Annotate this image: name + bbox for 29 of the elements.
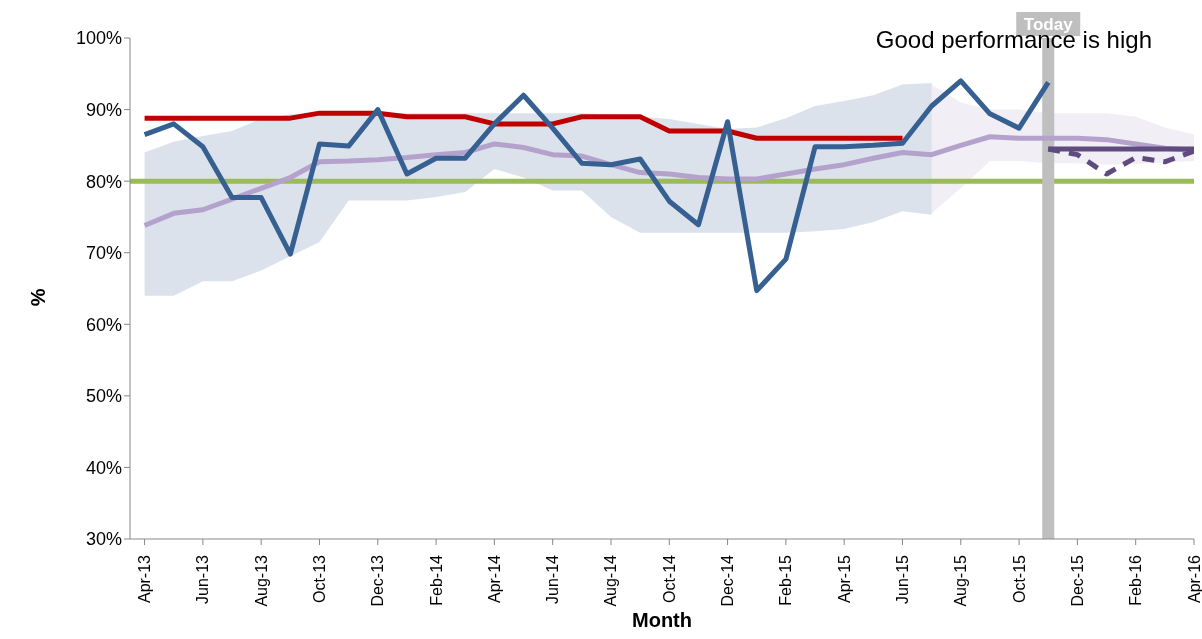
x-tick-label: Feb-15 [777,554,795,606]
x-tick-label: Aug-13 [252,554,270,607]
x-tick-label: Dec-13 [369,554,387,607]
x-tick-label: Feb-16 [1127,554,1145,606]
y-axis-title: % [27,288,50,307]
x-tick-label: Oct-14 [660,554,678,604]
x-tick-label: Apr-16 [1185,554,1202,604]
y-tick-label: 50% [85,386,122,407]
x-tick-label: Jun-15 [893,554,911,604]
x-tick-label: Oct-15 [1010,554,1028,604]
y-tick-label: 100% [75,28,122,49]
y-tick-label: 40% [85,457,122,478]
y-tick-label: 80% [85,171,122,192]
x-tick-label: Aug-14 [602,554,620,607]
x-tick-label: Jun-14 [544,554,562,604]
y-tick-label: 70% [85,243,122,264]
y-tick-label: 90% [85,99,122,120]
x-tick-label: Dec-15 [1068,554,1086,607]
x-tick-label: Oct-13 [310,554,328,604]
x-tick-label: Apr-14 [485,554,503,604]
x-tick-label: Aug-15 [952,554,970,607]
x-tick-label: Apr-15 [835,554,853,604]
x-tick-label: Apr-13 [136,554,154,604]
x-tick-label: Dec-14 [719,554,737,607]
y-tick-label: 30% [85,529,122,550]
y-tick-label: 60% [85,314,122,335]
x-axis-title: Month [632,609,692,632]
x-tick-label: Jun-13 [194,554,212,604]
x-tick-label: Feb-14 [427,554,445,606]
